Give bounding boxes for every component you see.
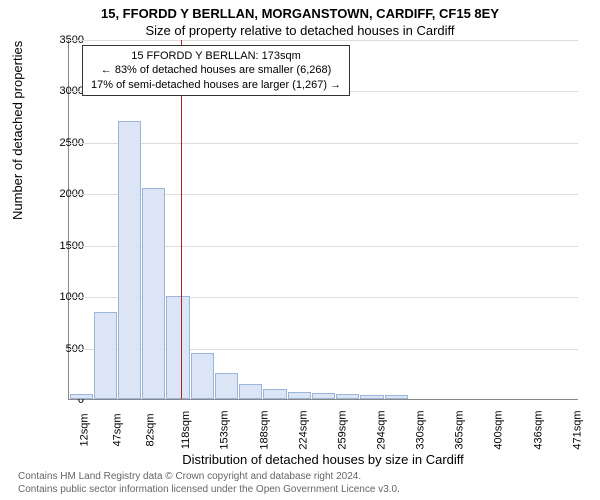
info-line-2: ← 83% of detached houses are smaller (6,… bbox=[91, 63, 341, 77]
x-tick-label: 400sqm bbox=[493, 410, 505, 449]
x-tick-label: 294sqm bbox=[376, 410, 388, 449]
x-tick-label: 365sqm bbox=[454, 410, 466, 449]
bar bbox=[312, 393, 335, 399]
x-tick-label: 259sqm bbox=[336, 410, 348, 449]
bar bbox=[166, 296, 189, 399]
bar bbox=[94, 312, 117, 399]
x-tick-label: 153sqm bbox=[219, 410, 231, 449]
x-tick-label: 471sqm bbox=[571, 410, 583, 449]
bar bbox=[360, 395, 383, 399]
x-axis-label: Distribution of detached houses by size … bbox=[68, 452, 578, 467]
bar bbox=[70, 394, 93, 399]
page-title: 15, FFORDD Y BERLLAN, MORGANSTOWN, CARDI… bbox=[0, 0, 600, 21]
bar bbox=[118, 121, 141, 399]
bar bbox=[191, 353, 214, 399]
bar bbox=[336, 394, 359, 399]
bar bbox=[215, 373, 238, 399]
bar bbox=[239, 384, 262, 399]
info-line-1: 15 FFORDD Y BERLLAN: 173sqm bbox=[91, 49, 341, 63]
footer: Contains HM Land Registry data © Crown c… bbox=[18, 471, 400, 496]
info-line-3: 17% of semi-detached houses are larger (… bbox=[91, 78, 341, 92]
bar bbox=[385, 395, 408, 399]
x-tick-label: 82sqm bbox=[145, 413, 157, 446]
x-tick-label: 188sqm bbox=[258, 410, 270, 449]
x-tick-label: 47sqm bbox=[112, 413, 124, 446]
x-ticks: 12sqm47sqm82sqm118sqm153sqm188sqm224sqm2… bbox=[68, 402, 578, 414]
x-tick-label: 224sqm bbox=[297, 410, 309, 449]
x-tick-label: 118sqm bbox=[180, 411, 192, 449]
footer-line-1: Contains HM Land Registry data © Crown c… bbox=[18, 471, 400, 484]
footer-line-2: Contains public sector information licen… bbox=[18, 484, 400, 497]
page-subtitle: Size of property relative to detached ho… bbox=[0, 21, 600, 38]
x-tick-label: 12sqm bbox=[79, 413, 91, 446]
x-tick-label: 436sqm bbox=[532, 410, 544, 449]
bar bbox=[142, 188, 165, 399]
y-axis-label: Number of detached properties bbox=[10, 41, 25, 220]
bar bbox=[263, 389, 286, 399]
info-box: 15 FFORDD Y BERLLAN: 173sqm ← 83% of det… bbox=[82, 45, 350, 96]
x-tick-label: 330sqm bbox=[415, 410, 427, 449]
bar bbox=[288, 392, 311, 399]
